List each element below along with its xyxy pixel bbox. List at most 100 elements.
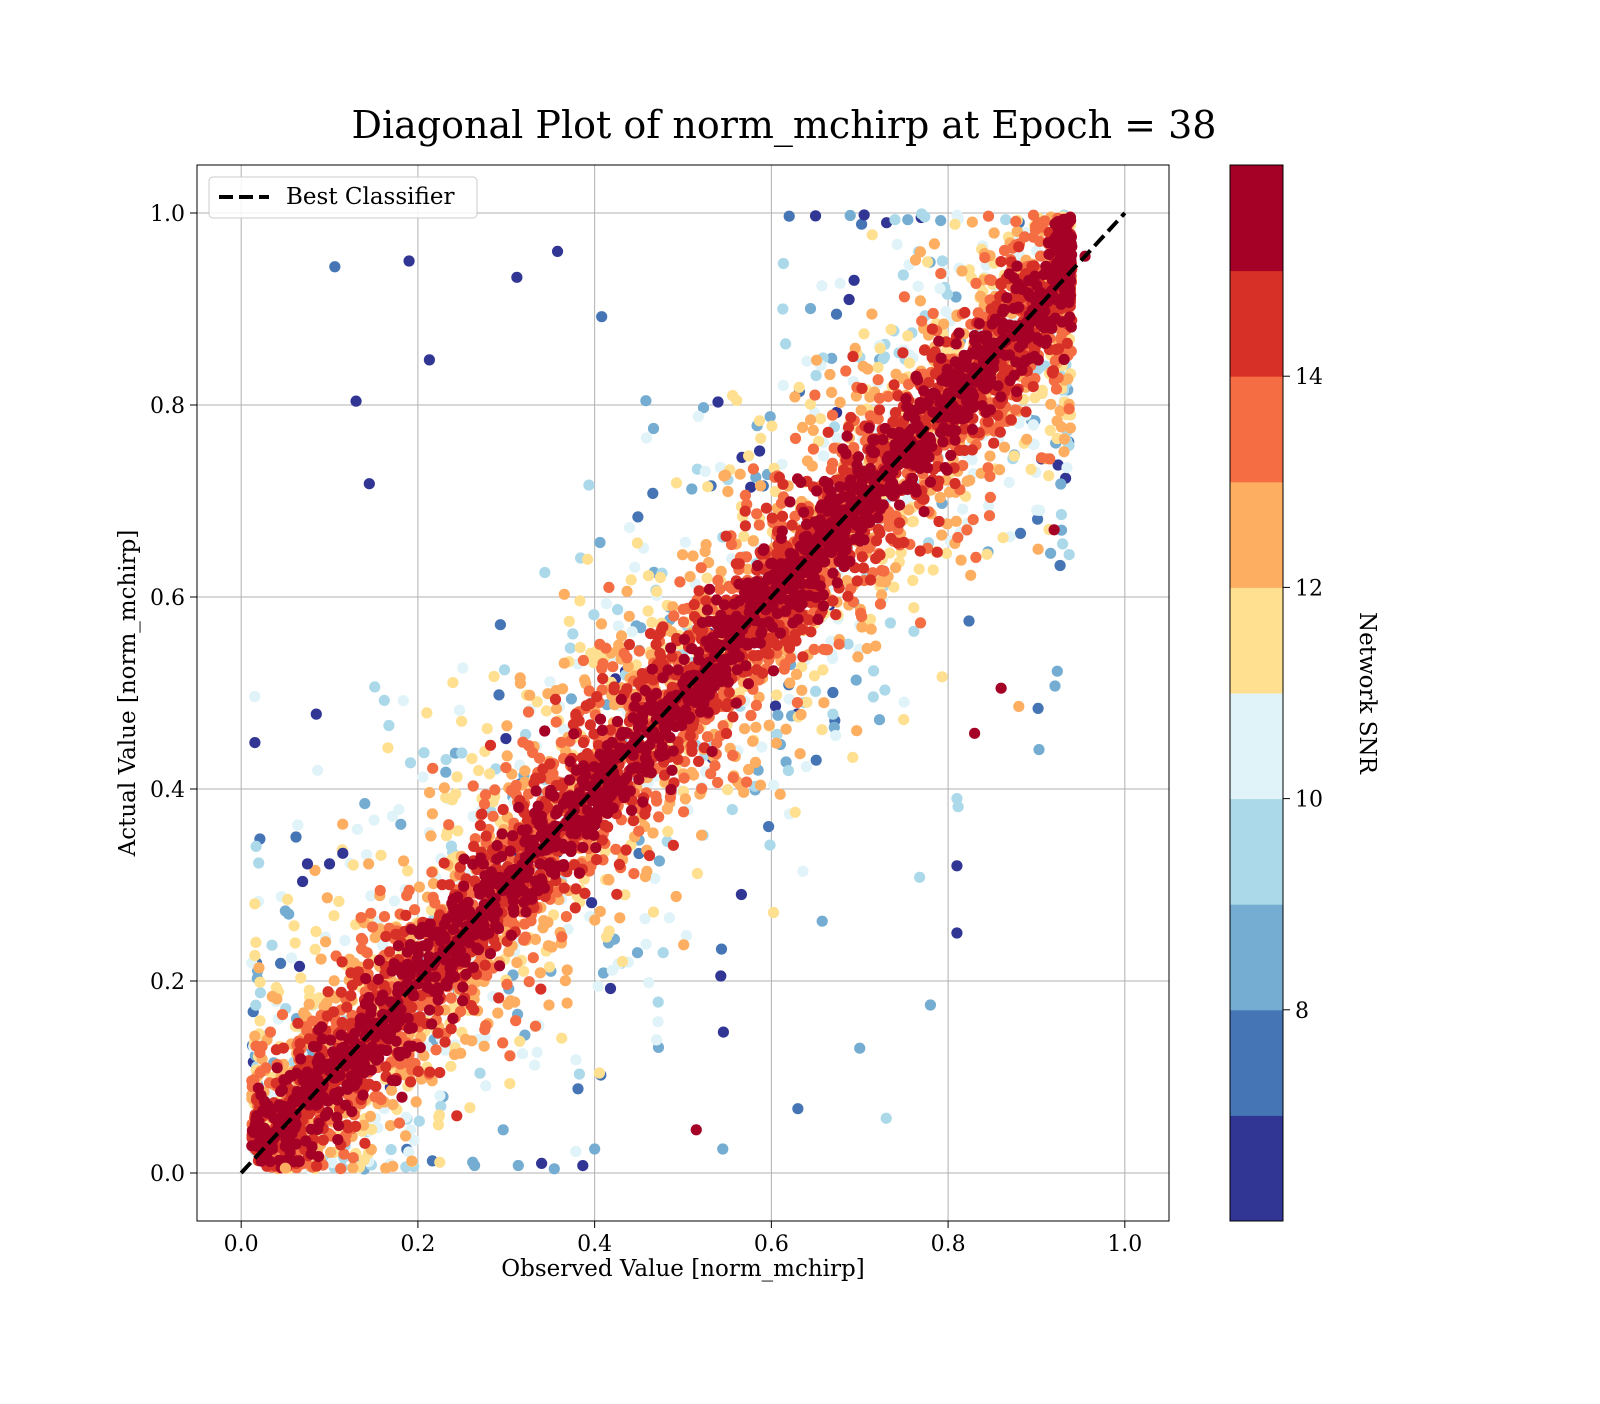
scatter-point [469, 1160, 480, 1171]
scatter-point [867, 229, 878, 240]
scatter-point [796, 685, 807, 696]
scatter-point [728, 772, 739, 783]
scatter-point [624, 611, 635, 622]
scatter-point [767, 513, 778, 524]
scatter-point [840, 365, 851, 376]
scatter-point [928, 308, 939, 319]
scatter-point [380, 931, 391, 942]
scatter-point [851, 725, 862, 736]
scatter-point [361, 849, 372, 860]
scatter-point [444, 879, 455, 890]
scatter-point [741, 777, 752, 788]
scatter-point [1020, 406, 1031, 417]
scatter-point [927, 324, 938, 335]
scatter-point [265, 1027, 276, 1038]
scatter-point [678, 806, 689, 817]
scatter-point [493, 689, 504, 700]
scatter-point [250, 937, 261, 948]
scatter-point [678, 616, 689, 627]
scatter-point [714, 584, 725, 595]
scatter-point [902, 330, 913, 341]
scatter-point [981, 549, 992, 560]
scatter-point [464, 1102, 475, 1113]
scatter-point [956, 555, 967, 566]
scatter-point [902, 214, 913, 225]
scatter-point [282, 894, 293, 905]
scatter-point [321, 997, 332, 1008]
scatter-point [560, 975, 571, 986]
scatter-point [417, 772, 428, 783]
scatter-point [479, 1041, 490, 1052]
scatter-point [1045, 399, 1056, 410]
scatter-point [915, 295, 926, 306]
scatter-point [731, 558, 742, 569]
scatter-point [777, 303, 788, 314]
scatter-point [1005, 414, 1016, 425]
scatter-point [979, 252, 990, 263]
scatter-point [537, 922, 548, 933]
scatter-point [594, 537, 605, 548]
scatter-point [949, 478, 960, 489]
scatter-point [292, 819, 303, 830]
scatter-point [457, 995, 468, 1006]
scatter-point [889, 379, 900, 390]
scatter-point [890, 407, 901, 418]
scatter-point [310, 926, 321, 937]
scatter-point [318, 1135, 329, 1146]
scatter-point [379, 695, 390, 706]
scatter-point [721, 728, 732, 739]
scatter-point [310, 944, 321, 955]
scatter-point [594, 1067, 605, 1078]
scatter-point [702, 731, 713, 742]
scatter-point [513, 1160, 524, 1171]
scatter-point [550, 694, 561, 705]
scatter-point [559, 658, 570, 669]
scatter-point [621, 652, 632, 663]
scatter-point [643, 605, 654, 616]
scatter-point [999, 442, 1010, 453]
scatter-point [668, 840, 679, 851]
scatter-point [941, 306, 952, 317]
scatter-point [929, 238, 940, 249]
scatter-point [634, 646, 645, 657]
scatter-point [774, 472, 785, 483]
scatter-point [637, 668, 648, 679]
scatter-point [480, 960, 491, 971]
scatter-point [402, 865, 413, 876]
scatter-point [596, 618, 607, 629]
scatter-point [727, 390, 738, 401]
scatter-point [897, 347, 908, 358]
scatter-point [778, 258, 789, 269]
scatter-point [797, 866, 808, 877]
scatter-point [856, 383, 867, 394]
scatter-point [370, 932, 381, 943]
scatter-point [588, 609, 599, 620]
scatter-point [253, 962, 264, 973]
scatter-point [743, 450, 754, 461]
scatter-point [671, 477, 682, 488]
scatter-point [564, 616, 575, 627]
scatter-point [1064, 403, 1075, 414]
scatter-point [339, 935, 350, 946]
scatter-point [653, 811, 664, 822]
scatter-point [251, 841, 262, 852]
scatter-point [271, 1044, 282, 1055]
scatter-point [1028, 419, 1039, 430]
scatter-point [658, 947, 669, 958]
scatter-point [641, 939, 652, 950]
scatter-point [451, 1110, 462, 1121]
scatter-point [498, 804, 509, 815]
scatter-point [640, 395, 651, 406]
scatter-point [711, 698, 722, 709]
scatter-point [363, 958, 374, 969]
scatter-point [501, 720, 512, 731]
scatter-point [952, 532, 963, 543]
scatter-point [1028, 381, 1039, 392]
scatter-point [494, 960, 505, 971]
scatter-point [297, 876, 308, 887]
scatter-point [677, 549, 688, 560]
scatter-point [544, 961, 555, 972]
scatter-point [872, 362, 883, 373]
scatter-point [565, 643, 576, 654]
scatter-point [356, 912, 367, 923]
